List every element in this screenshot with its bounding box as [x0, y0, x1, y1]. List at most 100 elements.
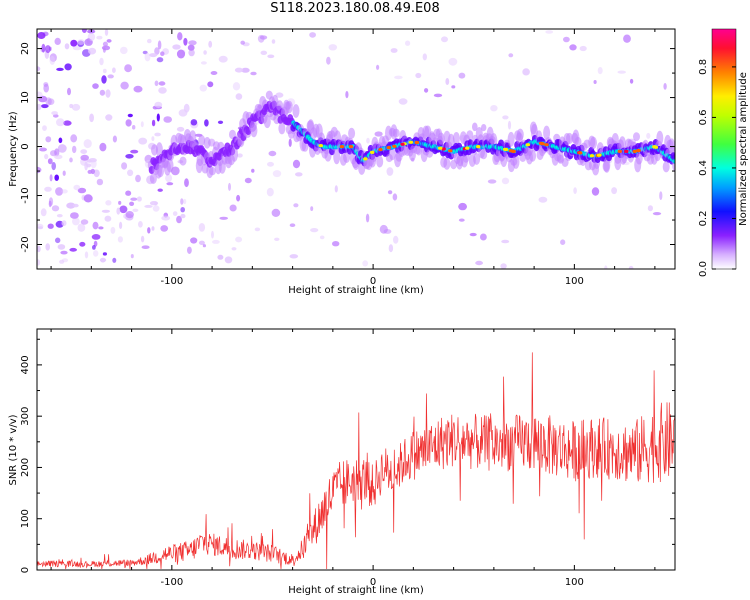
spectral-noise-blob	[102, 68, 107, 74]
spectral-noise-blob	[121, 162, 128, 170]
spectral-noise-blob	[326, 56, 331, 65]
spectral-noise-blob	[77, 187, 87, 194]
ridge-halo	[263, 115, 271, 129]
spectral-noise-blob	[70, 212, 79, 219]
spectral-noise-blob	[545, 30, 554, 34]
ridge-halo	[155, 142, 163, 157]
spectral-noise-blob	[125, 154, 134, 159]
ridge-peak	[392, 144, 397, 148]
spectral-noise-blob	[383, 229, 392, 234]
spectral-noise-blob	[591, 187, 600, 196]
spectral-noise-blob	[84, 251, 89, 259]
spectral-noise-blob	[647, 205, 654, 212]
spectral-noise-blob	[569, 44, 577, 51]
y-tick-label: 300	[20, 407, 31, 426]
spectral-noise-blob	[579, 45, 587, 52]
spectral-noise-blob	[37, 166, 42, 174]
spectral-noise-blob	[77, 39, 85, 45]
spectral-noise-blob	[81, 29, 87, 33]
spectral-noise-blob	[37, 103, 42, 111]
spectral-noise-blob	[289, 254, 299, 259]
spectral-noise-blob	[64, 43, 70, 50]
spectral-noise-blob	[86, 159, 92, 163]
spectral-noise-blob	[458, 202, 467, 211]
spectral-noise-blob	[80, 219, 89, 225]
spectral-noise-blob	[80, 154, 89, 161]
ridge-halo	[333, 148, 341, 165]
spectral-noise-blob	[502, 115, 509, 120]
spectral-noise-blob	[334, 185, 338, 193]
spectral-noise-blob	[83, 139, 92, 149]
spectral-noise-blob	[157, 188, 163, 192]
spectral-noise-blob	[93, 250, 99, 257]
spectral-noise-blob	[37, 32, 46, 39]
spectral-noise-blob	[178, 109, 188, 117]
y-tick-label: 400	[20, 355, 31, 374]
spectral-noise-blob	[623, 34, 631, 43]
colorbar-label: Normalized spectral amplitude	[738, 72, 749, 226]
spectral-noise-blob	[91, 234, 101, 240]
spectral-noise-blob	[611, 187, 617, 195]
spectral-noise-blob	[39, 147, 47, 152]
spectral-noise-blob	[149, 53, 158, 58]
spectral-noise-blob	[140, 235, 145, 243]
spectral-noise-blob	[187, 246, 192, 254]
spectral-noise-blob	[490, 105, 498, 112]
spectral-noise-blob	[83, 194, 93, 203]
spectral-noise-blob	[275, 92, 284, 98]
spectral-noise-blob	[501, 239, 510, 244]
spectral-noise-blob	[56, 67, 64, 71]
spectral-noise-blob	[501, 177, 510, 185]
ridge-halo	[250, 124, 258, 138]
ridge-halo	[276, 100, 284, 111]
ridge-peak	[448, 149, 453, 153]
spectral-noise-blob	[147, 227, 151, 234]
spectral-noise-blob	[172, 211, 178, 217]
spectral-noise-blob	[129, 201, 135, 206]
spectral-noise-blob	[119, 221, 123, 229]
spectral-noise-blob	[628, 265, 634, 269]
spectral-noise-blob	[66, 202, 76, 209]
spectral-noise-blob	[45, 136, 52, 143]
spectral-noise-blob	[190, 237, 198, 244]
spectral-noise-blob	[151, 136, 155, 142]
spectral-noise-blob	[41, 104, 49, 109]
spectral-noise-blob	[617, 70, 626, 74]
spectral-noise-blob	[125, 211, 134, 219]
spectral-noise-blob	[99, 257, 107, 263]
spectral-noise-blob	[47, 158, 53, 165]
spectral-noise-blob	[90, 168, 96, 175]
spectral-noise-blob	[259, 35, 268, 40]
spectral-noise-blob	[130, 254, 134, 259]
spectral-noise-blob	[72, 217, 80, 226]
ridge-halo	[543, 125, 551, 140]
spectral-noise-blob	[154, 101, 163, 108]
spectral-noise-blob	[480, 233, 487, 241]
spectral-noise-blob	[187, 44, 195, 51]
ridge-halo	[208, 167, 216, 176]
x-tick-label: 100	[565, 276, 584, 287]
spectral-noise-blob	[345, 91, 349, 99]
spectral-noise-blob	[507, 120, 512, 130]
ridge-peak	[578, 151, 583, 155]
spectral-noise-blob	[593, 80, 597, 84]
spectral-noise-blob	[387, 190, 393, 195]
ridge-halo	[512, 154, 520, 169]
spectral-noise-blob	[110, 226, 116, 234]
spectral-noise-blob	[49, 174, 53, 182]
spectral-noise-blob	[99, 89, 106, 96]
spectral-noise-blob	[70, 39, 78, 47]
spectral-noise-blob	[176, 49, 186, 59]
ridge-halo	[149, 173, 157, 185]
spectral-noise-blob	[72, 203, 79, 208]
spectral-noise-blob	[166, 182, 174, 186]
spectral-noise-blob	[475, 260, 483, 266]
spectral-noise-blob	[141, 245, 150, 249]
ridge-peak	[525, 143, 531, 147]
spectral-noise-blob	[183, 37, 188, 46]
spectral-noise-blob	[188, 40, 197, 46]
spectral-noise-blob	[508, 53, 514, 58]
spectral-noise-blob	[45, 97, 52, 106]
